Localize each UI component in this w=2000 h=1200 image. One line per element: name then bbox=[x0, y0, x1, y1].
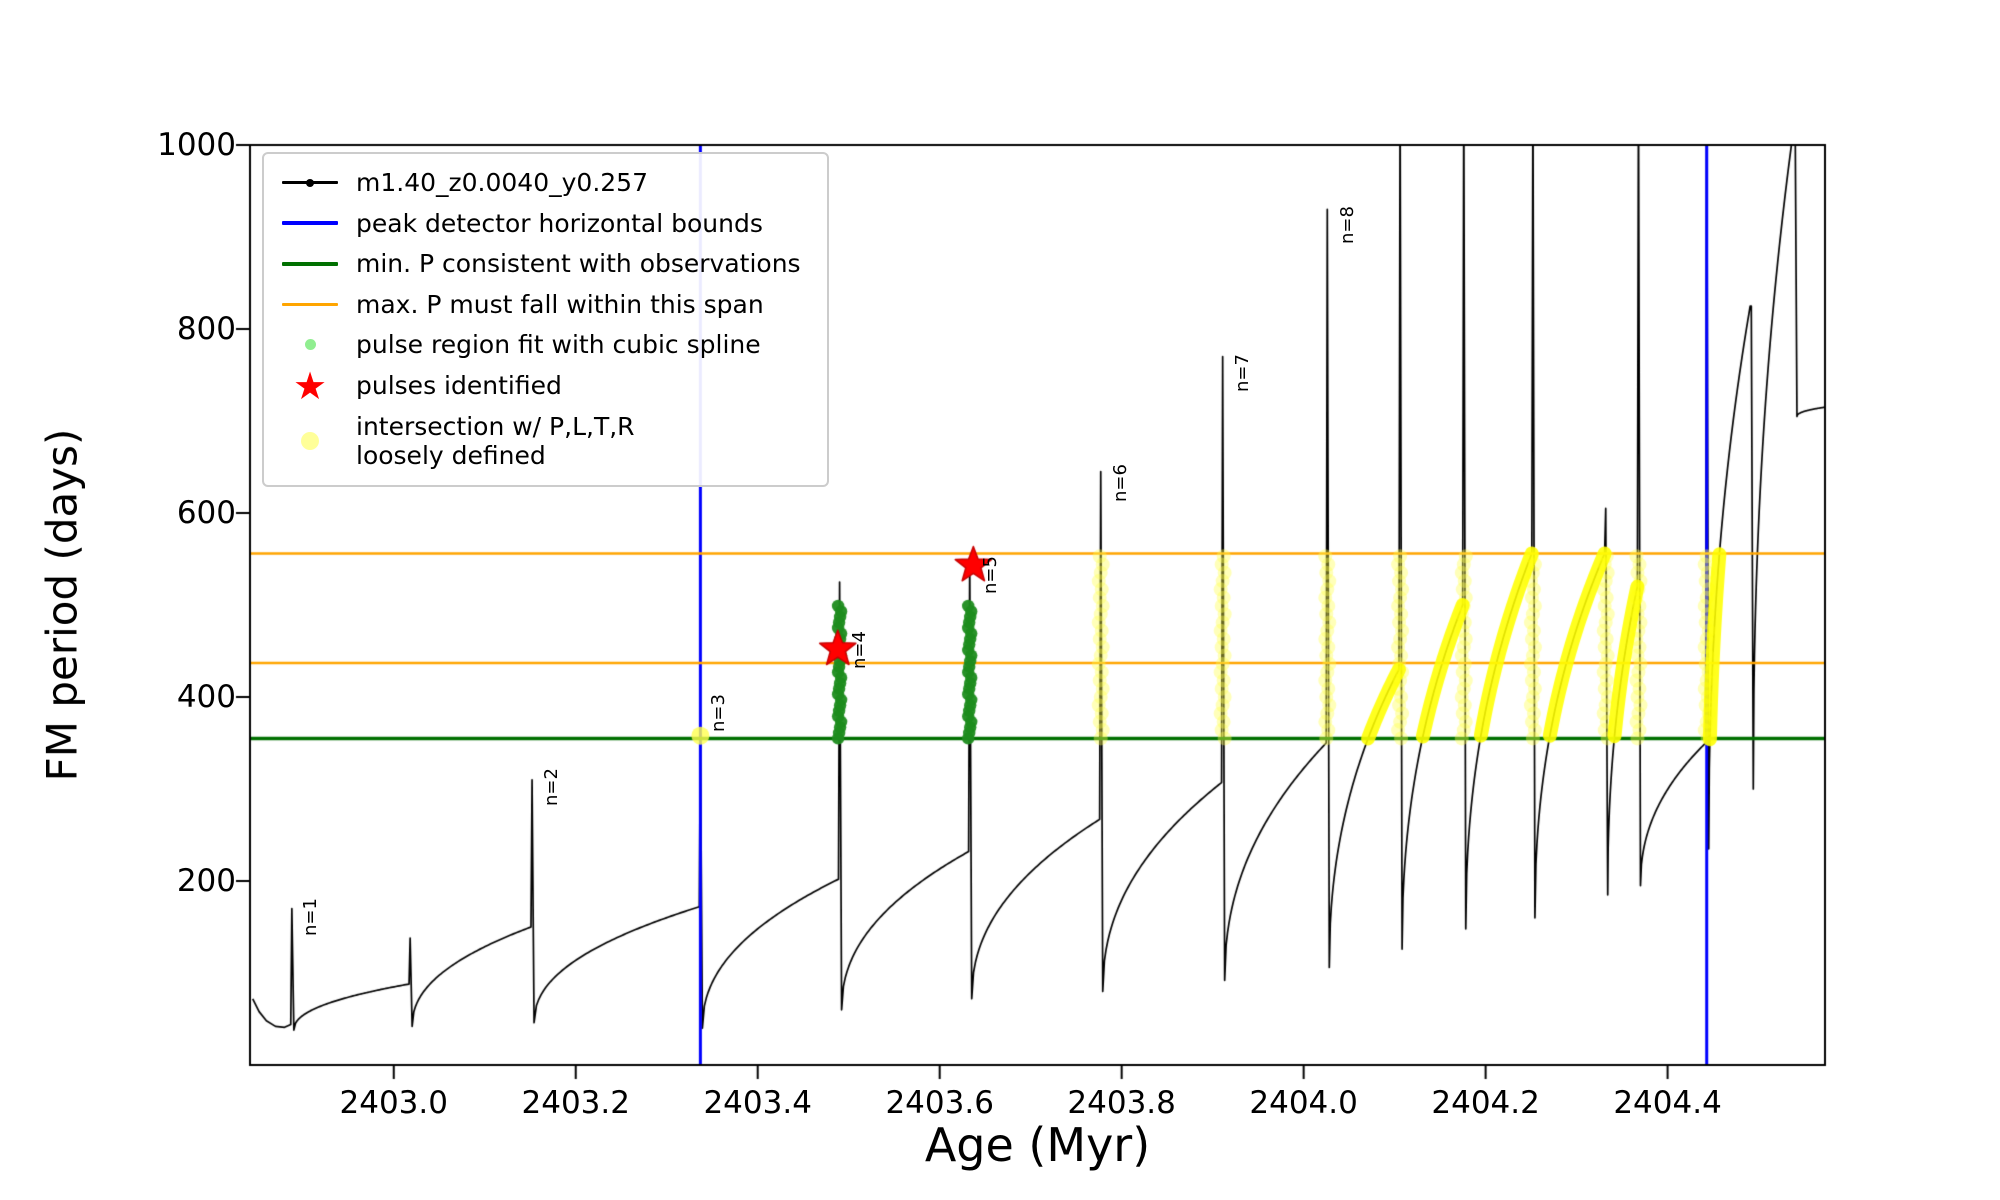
intersection-dot bbox=[301, 432, 319, 450]
pulse-star-icon: ★ bbox=[280, 363, 340, 408]
series-marker-dot bbox=[306, 178, 314, 187]
pulse-annotation: n=4 bbox=[848, 631, 870, 670]
legend-item-spline-fit: pulse region fit with cubic spline bbox=[280, 330, 801, 360]
legend-item-series: m1.40_z0.0040_y0.257 bbox=[280, 168, 801, 198]
pulse-annotation: n=8 bbox=[1336, 206, 1358, 245]
legend-label-peak-bounds: peak detector horizontal bounds bbox=[356, 208, 763, 238]
y-tick-label: 600 bbox=[176, 495, 236, 531]
pulse-annotation: n=7 bbox=[1232, 353, 1254, 392]
y-tick-label: 400 bbox=[176, 679, 236, 715]
y-axis-label: FM period (days) bbox=[37, 428, 87, 782]
legend-item-min-p: min. P consistent with observations bbox=[280, 249, 801, 279]
series-line-icon bbox=[280, 178, 340, 187]
legend-item-pulses: ★ pulses identified bbox=[280, 363, 801, 408]
pulse-annotation: n=6 bbox=[1110, 464, 1132, 502]
y-tick-label: 1000 bbox=[157, 127, 236, 163]
legend-label-spline-fit: pulse region fit with cubic spline bbox=[356, 330, 761, 359]
pulse-annotation: n=3 bbox=[707, 694, 729, 732]
spline-dot-icon bbox=[280, 339, 340, 351]
y-tick-label: 800 bbox=[176, 311, 236, 347]
x-tick-label: 2403.2 bbox=[521, 1085, 630, 1121]
legend-item-peak-bounds: peak detector horizontal bounds bbox=[280, 209, 801, 239]
legend-label-pulses: pulses identified bbox=[356, 370, 562, 400]
legend-item-max-p: max. P must fall within this span bbox=[280, 290, 801, 320]
pulse-star: ★ bbox=[292, 363, 328, 408]
spline-dot bbox=[304, 339, 316, 351]
max-p-line bbox=[282, 302, 338, 306]
bounds-line bbox=[282, 221, 338, 226]
bounds-line-icon bbox=[280, 221, 340, 226]
x-tick-label: 2404.0 bbox=[1249, 1085, 1358, 1121]
legend-label-max-p: max. P must fall within this span bbox=[356, 289, 764, 319]
y-tick-label: 200 bbox=[176, 863, 236, 899]
x-axis-label: Age (Myr) bbox=[924, 1118, 1151, 1172]
intersection-dot-icon bbox=[280, 432, 340, 450]
pulse-annotation: n=2 bbox=[540, 767, 562, 806]
max-p-line-icon bbox=[280, 302, 340, 306]
pulse-annotation: n=1 bbox=[300, 898, 322, 937]
min-p-line-icon bbox=[280, 261, 340, 266]
x-tick-label: 2403.6 bbox=[885, 1085, 994, 1121]
x-tick-label: 2403.8 bbox=[1067, 1085, 1176, 1121]
legend-label-min-p: min. P consistent with observations bbox=[356, 249, 801, 278]
pulse-annotation: n=5 bbox=[979, 556, 1001, 594]
legend-item-intersection: intersection w/ P,L,T,R loosely defined bbox=[280, 412, 801, 471]
legend-label-series: m1.40_z0.0040_y0.257 bbox=[356, 168, 648, 197]
x-tick-label: 2403.0 bbox=[339, 1085, 448, 1121]
min-p-line bbox=[282, 261, 338, 266]
legend-label-intersection: intersection w/ P,L,T,R loosely defined bbox=[356, 411, 635, 471]
x-tick-label: 2404.4 bbox=[1613, 1085, 1722, 1121]
x-tick-label: 2403.4 bbox=[703, 1085, 812, 1121]
x-tick-label: 2404.2 bbox=[1431, 1085, 1540, 1121]
